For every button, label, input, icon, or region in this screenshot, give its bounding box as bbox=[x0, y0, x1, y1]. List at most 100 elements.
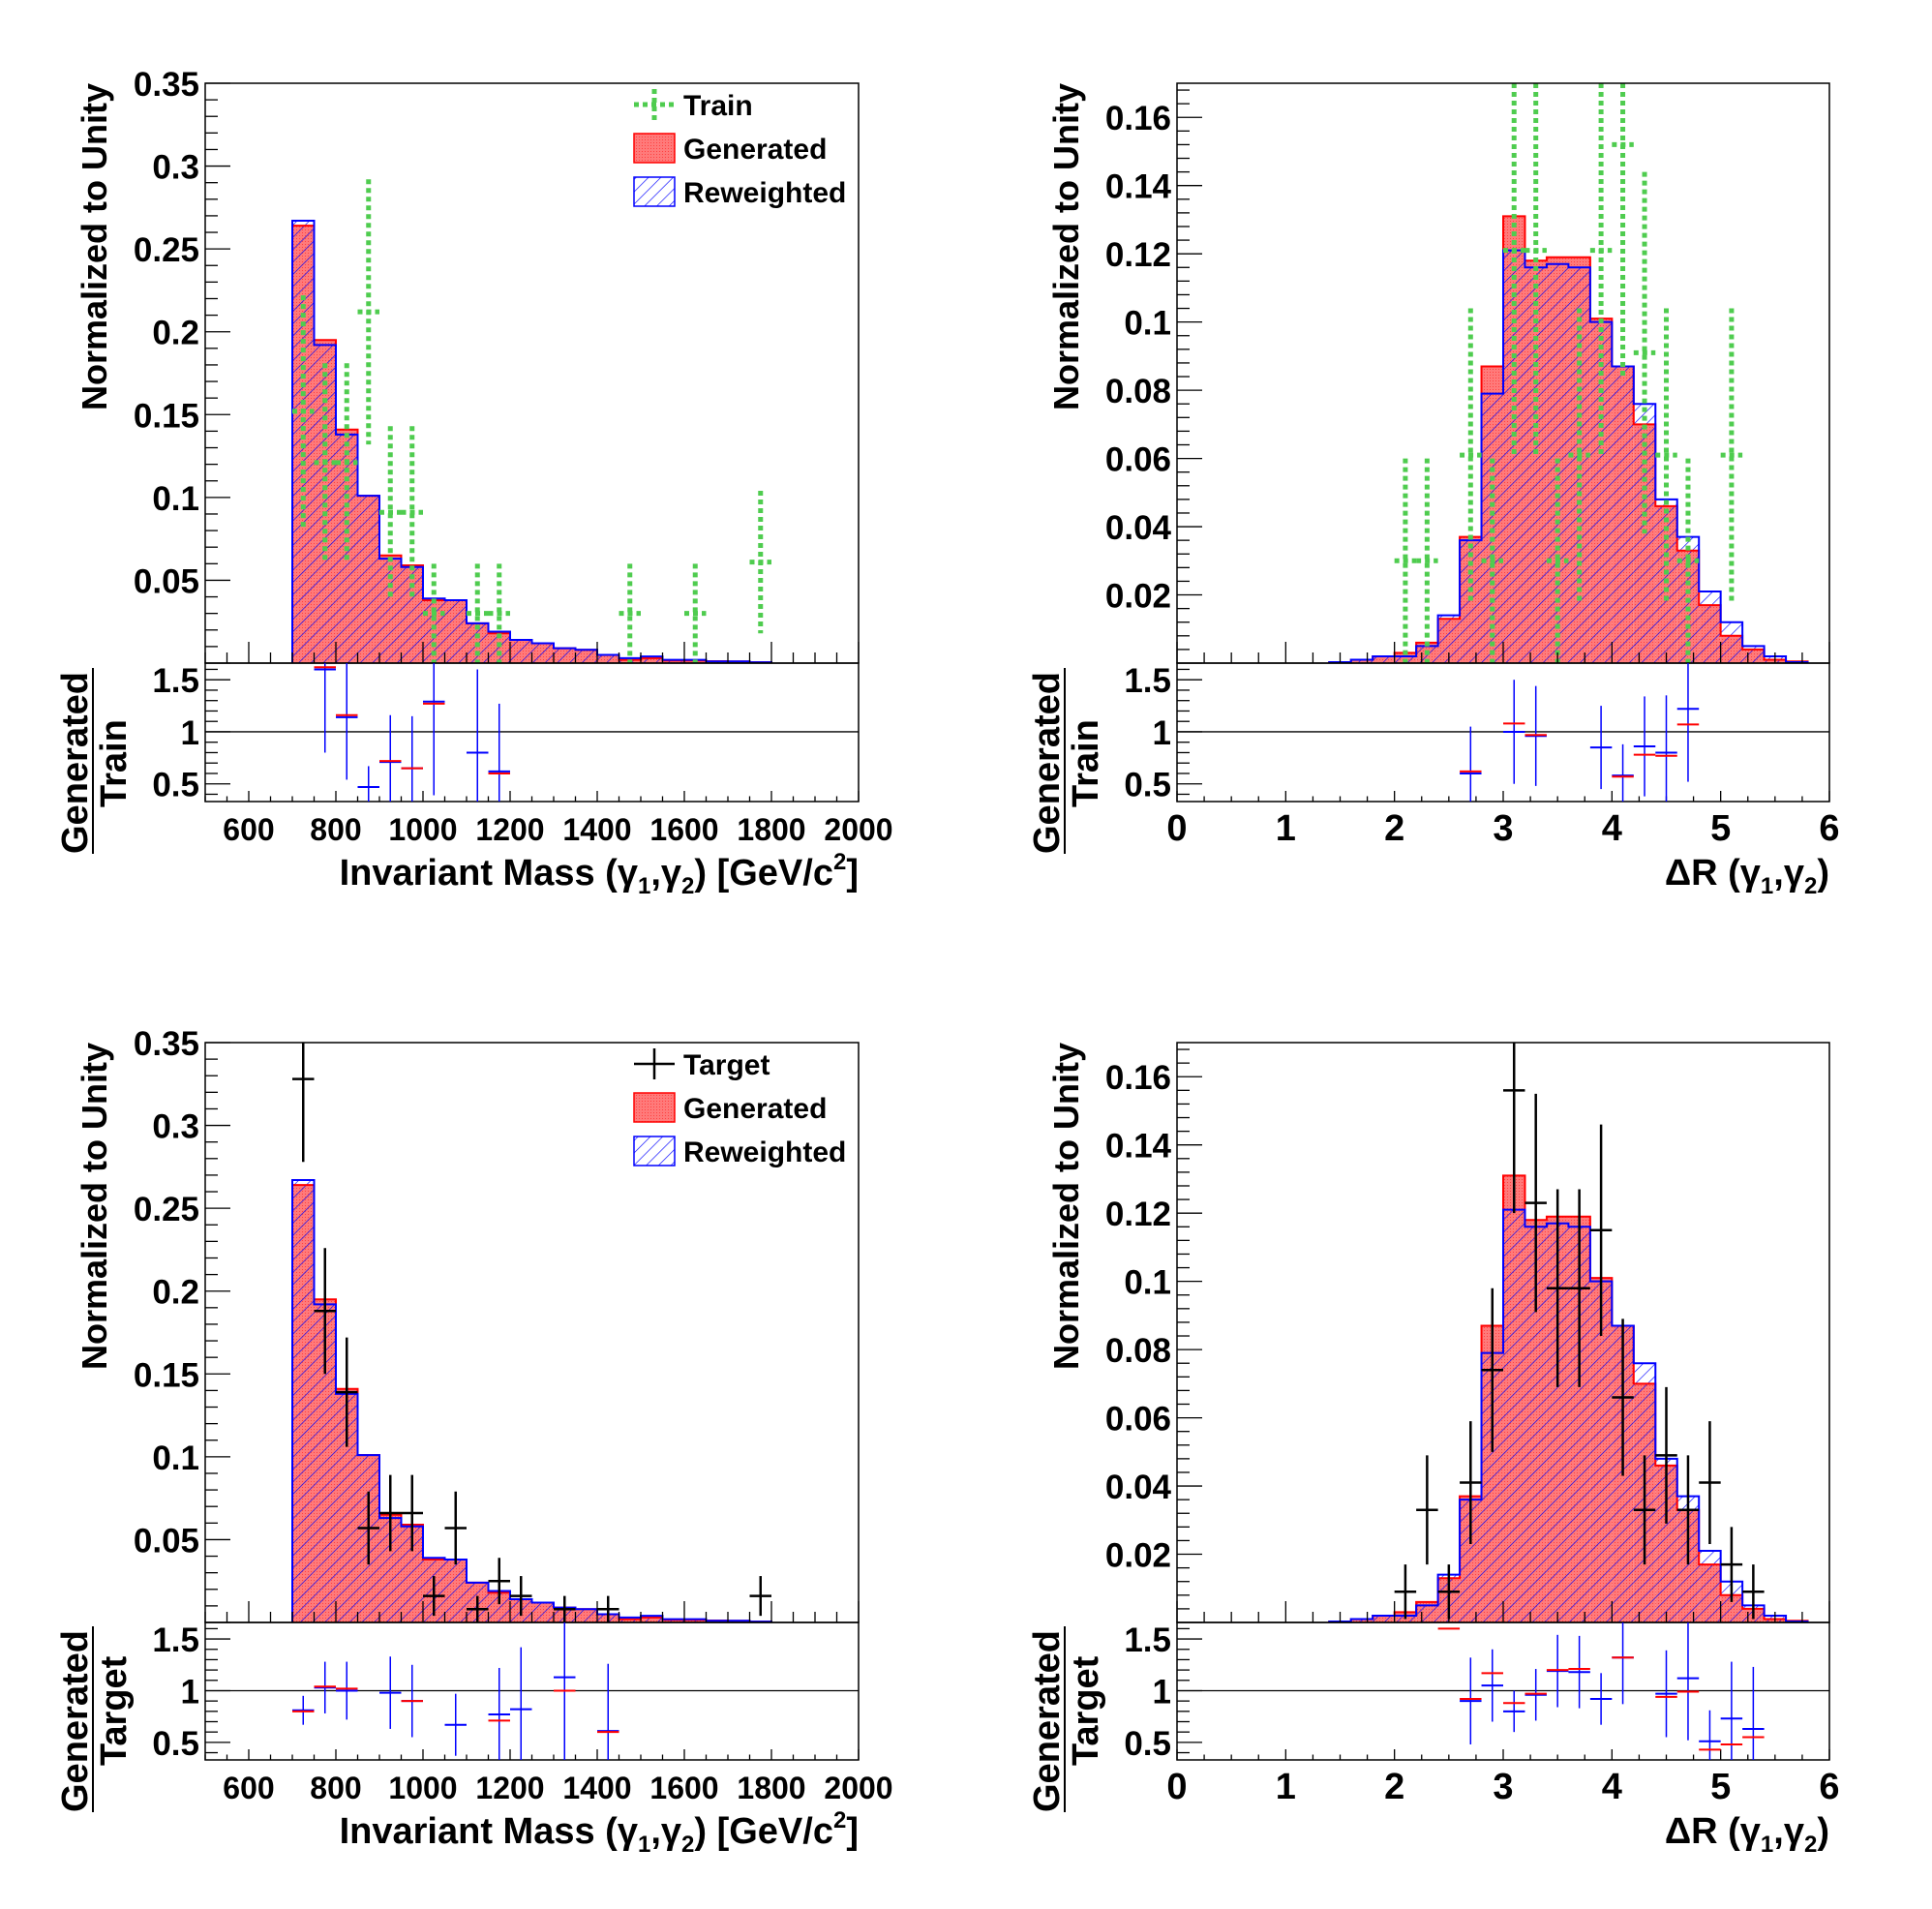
reference-point bbox=[1394, 1564, 1417, 1620]
reweighted-bin bbox=[292, 1180, 315, 1622]
reweighted-bin bbox=[1699, 591, 1721, 663]
x-tick-label: 2 bbox=[1384, 808, 1404, 849]
reference-point bbox=[1720, 308, 1743, 602]
reference-point bbox=[1416, 458, 1438, 663]
y-axis-title: Normalized to Unity bbox=[1046, 83, 1086, 410]
reweighted-bin bbox=[1699, 1551, 1721, 1622]
y-tick-label: 0.25 bbox=[134, 231, 199, 269]
ratio-reweighted-point bbox=[1699, 1710, 1721, 1760]
ratio-y-tick-label: 1.5 bbox=[152, 662, 199, 700]
ratio-reweighted-point bbox=[1546, 1634, 1569, 1708]
legend-label: Generated bbox=[683, 1093, 827, 1125]
reweighted-bin bbox=[1416, 1605, 1438, 1622]
y-tick-label: 0.16 bbox=[1105, 100, 1171, 137]
reference-point bbox=[488, 563, 510, 663]
y-tick-label: 0.12 bbox=[1105, 1196, 1171, 1233]
legend: Train Generated Reweighted bbox=[633, 89, 846, 209]
reweighted-bin bbox=[510, 640, 532, 663]
x-tick-label: 1800 bbox=[737, 812, 805, 847]
y-axis-title: Normalized to Unity bbox=[75, 1043, 114, 1370]
ratio-reweighted-point bbox=[1503, 1690, 1525, 1733]
y-tick-label: 0.35 bbox=[134, 66, 199, 104]
reweighted-bin bbox=[401, 566, 423, 663]
ratio-reweighted-point bbox=[488, 703, 510, 802]
x-axis-title: Invariant Mass (γ1​,γ2​) [GeV/c2​] bbox=[340, 849, 859, 899]
reweighted-bin bbox=[314, 1304, 336, 1622]
reference-point bbox=[379, 1474, 402, 1552]
ratio-denominator: Target bbox=[94, 1655, 135, 1766]
x-tick-label: 600 bbox=[223, 1771, 274, 1805]
ratio-reweighted-point bbox=[1460, 1657, 1482, 1744]
ratio-denominator: Train bbox=[94, 719, 135, 807]
reference-point bbox=[1481, 1288, 1503, 1452]
reference-point bbox=[1633, 171, 1656, 534]
reference-point bbox=[1503, 83, 1525, 456]
x-tick-label: 4 bbox=[1602, 808, 1622, 849]
reweighted-bin bbox=[1589, 1281, 1613, 1622]
ratio-reweighted-point bbox=[1481, 1649, 1503, 1722]
ratio-y-tick-label: 0.5 bbox=[152, 767, 199, 804]
reference-point bbox=[1676, 458, 1700, 663]
ratio-reweighted-point bbox=[1676, 663, 1700, 782]
reference-point bbox=[749, 1576, 771, 1617]
generated-outline bbox=[1328, 215, 1809, 663]
y-axis-title: Normalized to Unity bbox=[75, 83, 114, 410]
reweighted-bin bbox=[531, 1602, 554, 1622]
reweighted-outline bbox=[1328, 1208, 1809, 1622]
x-tick-label: 800 bbox=[310, 812, 361, 847]
ratio-reweighted-point bbox=[379, 1656, 402, 1729]
reference-point bbox=[1568, 1189, 1590, 1387]
reweighted-bin bbox=[1460, 540, 1482, 663]
ratio-y-tick-label: 1.5 bbox=[1124, 662, 1171, 700]
ratio-reweighted-point bbox=[336, 663, 358, 780]
reference-point bbox=[1589, 83, 1613, 456]
reweighted-bin bbox=[1524, 1227, 1547, 1622]
ratio-reweighted-point bbox=[1589, 1673, 1613, 1725]
reference-point bbox=[1589, 1124, 1613, 1337]
reweighted-bin bbox=[292, 221, 315, 663]
reweighted-bin bbox=[1655, 1458, 1677, 1622]
reference-point bbox=[467, 563, 489, 663]
legend-item-reweighted: Reweighted bbox=[633, 176, 846, 209]
reweighted-bin bbox=[641, 1616, 663, 1622]
reweighted-bin bbox=[357, 496, 379, 663]
reference-point bbox=[1394, 458, 1417, 663]
legend-item-generated: Generated bbox=[633, 133, 827, 166]
reference-point bbox=[1699, 1421, 1721, 1544]
reference-point bbox=[1655, 1386, 1677, 1524]
ratio-reweighted-point bbox=[1503, 680, 1525, 784]
reference-point bbox=[619, 563, 641, 663]
ratio-reweighted-point bbox=[314, 663, 336, 753]
x-tick-label: 0 bbox=[1166, 1767, 1187, 1807]
ratio-y-tick-label: 1.5 bbox=[152, 1621, 199, 1659]
reweighted-bin bbox=[575, 1609, 597, 1622]
reweighted-bin bbox=[531, 643, 554, 663]
legend-label: Target bbox=[683, 1049, 770, 1081]
legend-swatch-reweighted bbox=[633, 176, 676, 207]
x-axis-title: ΔR (γ1​,γ2​) bbox=[1665, 853, 1829, 899]
legend-swatch-generated bbox=[633, 133, 676, 164]
ratio-reweighted-point bbox=[1612, 743, 1634, 802]
ratio-denominator: Train bbox=[1066, 719, 1106, 807]
ratio-reweighted-point bbox=[1460, 726, 1482, 802]
y-tick-label: 0.06 bbox=[1105, 441, 1171, 479]
y-tick-label: 0.06 bbox=[1105, 1401, 1171, 1439]
reference-point bbox=[292, 295, 315, 528]
reweighted-outline bbox=[1328, 249, 1809, 663]
reference-point bbox=[1524, 1093, 1547, 1313]
legend: Target Generated Reweighted bbox=[633, 1048, 846, 1168]
ratio-y-tick-label: 1 bbox=[181, 1673, 199, 1711]
ratio-reweighted-point bbox=[1655, 1650, 1677, 1738]
reweighted-bin bbox=[641, 656, 663, 663]
x-axis-title: Invariant Mass (γ1​,γ2​) [GeV/c2​] bbox=[340, 1807, 859, 1858]
reference-point bbox=[444, 1491, 467, 1565]
y-tick-label: 0.08 bbox=[1105, 1332, 1171, 1370]
reweighted-bin bbox=[1481, 1352, 1503, 1622]
reweighted-bin bbox=[554, 648, 576, 663]
x-tick-label: 1200 bbox=[475, 1771, 544, 1805]
ratio-y-tick-label: 0.5 bbox=[152, 1725, 199, 1763]
y-tick-label: 0.1 bbox=[1124, 1264, 1171, 1302]
x-tick-label: 2000 bbox=[824, 812, 892, 847]
